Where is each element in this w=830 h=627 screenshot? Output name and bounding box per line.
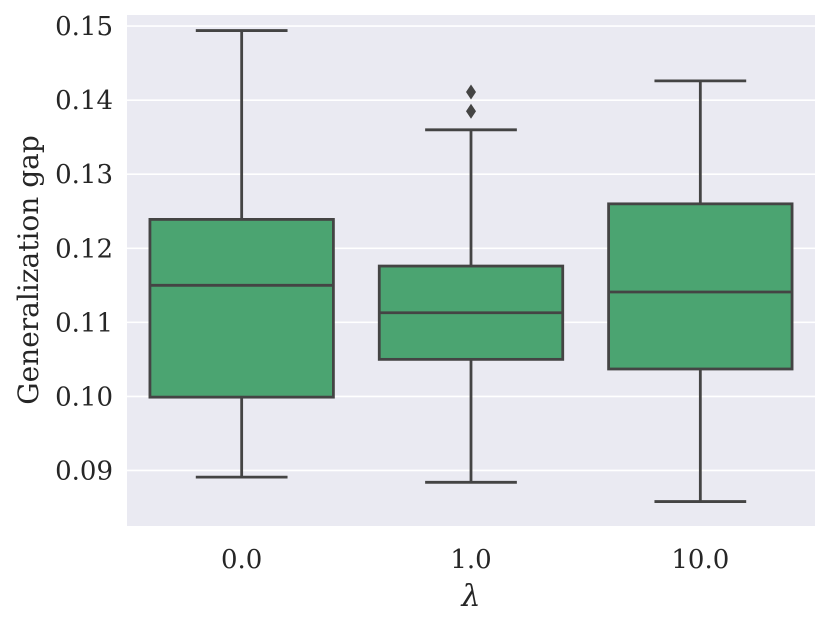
box-1.0 bbox=[377, 84, 565, 484]
y-tick-label: 0.14 bbox=[55, 86, 113, 116]
y-axis-label: Generalization gap bbox=[12, 135, 45, 405]
x-tick-labels: 0.0 1.0 10.0 bbox=[221, 545, 729, 575]
y-tick-label: 0.13 bbox=[55, 160, 113, 190]
x-tick-label: 0.0 bbox=[221, 545, 262, 575]
y-tick-labels: 0.09 0.10 0.11 0.12 0.13 0.14 0.15 bbox=[55, 12, 113, 486]
boxes bbox=[148, 29, 794, 503]
y-tick-label: 0.12 bbox=[55, 234, 113, 264]
x-tick-label: 10.0 bbox=[671, 545, 729, 575]
outlier-point bbox=[466, 84, 476, 100]
outlier-point bbox=[466, 103, 476, 119]
box-10.0 bbox=[607, 79, 794, 503]
box-0.0 bbox=[148, 29, 335, 479]
y-tick-label: 0.15 bbox=[55, 12, 113, 42]
y-tick-label: 0.11 bbox=[55, 308, 113, 338]
x-tick-label: 1.0 bbox=[450, 545, 491, 575]
iqr-box bbox=[148, 217, 335, 399]
y-tick-label: 0.10 bbox=[55, 382, 113, 412]
iqr-box bbox=[607, 202, 794, 371]
y-tick-label: 0.09 bbox=[55, 456, 113, 486]
x-axis-label: λ bbox=[460, 579, 480, 614]
